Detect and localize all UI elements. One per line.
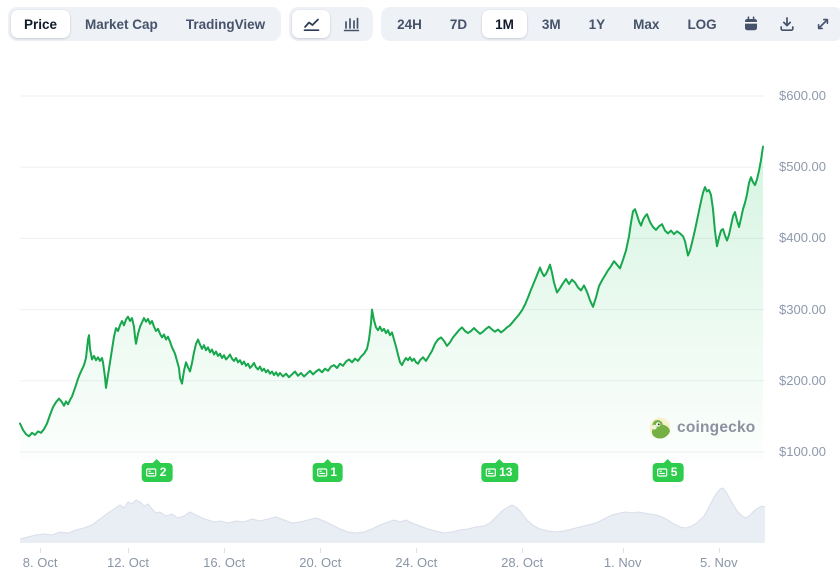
range-max[interactable]: Max xyxy=(620,10,672,38)
price-line xyxy=(19,145,764,438)
badge-pointer xyxy=(323,459,332,463)
download-icon xyxy=(780,17,794,32)
badge-pointer xyxy=(495,459,504,463)
candlestick-chart-icon-button[interactable] xyxy=(332,10,370,38)
volume-mini-chart[interactable] xyxy=(20,485,765,545)
range-3m[interactable]: 3M xyxy=(529,10,574,38)
y-axis-label: $200.00 xyxy=(779,372,826,388)
range-1m[interactable]: 1M xyxy=(482,10,527,38)
x-axis-label: 16. Oct xyxy=(203,555,246,570)
x-axis-label: 5. Nov xyxy=(700,555,738,570)
event-badge[interactable]: 2 xyxy=(141,459,173,482)
x-axis-tick xyxy=(522,548,524,553)
x-axis-tick xyxy=(128,548,130,553)
log-scale-toggle[interactable]: LOG xyxy=(674,10,729,38)
chart-type-toggle xyxy=(289,7,374,41)
time-range-selector: 24H 7D 1M 3M 1Y Max LOG xyxy=(381,7,840,41)
x-axis-tick xyxy=(320,548,322,553)
event-count: 13 xyxy=(499,465,513,479)
price-area-fill xyxy=(20,146,763,460)
x-axis-label: 20. Oct xyxy=(299,555,342,570)
badge-pointer xyxy=(664,459,673,463)
x-axis-label: 12. Oct xyxy=(107,555,149,570)
fullscreen-icon xyxy=(817,18,828,30)
event-count: 2 xyxy=(159,465,167,479)
download-button[interactable] xyxy=(770,10,804,38)
y-axis-label: $400.00 xyxy=(779,230,826,246)
event-badge[interactable]: 1 xyxy=(312,459,344,482)
x-axis-tick xyxy=(40,548,42,553)
news-icon xyxy=(146,468,157,477)
range-7d[interactable]: 7D xyxy=(437,10,480,38)
x-axis-label: 28. Oct xyxy=(501,555,544,570)
tab-price[interactable]: Price xyxy=(11,10,71,38)
coingecko-logo-icon xyxy=(649,417,671,439)
y-axis-label: $300.00 xyxy=(779,301,826,317)
price-line-chart[interactable] xyxy=(19,60,765,465)
calendar-icon xyxy=(744,16,757,31)
news-icon xyxy=(316,468,327,477)
y-axis-label: $600.00 xyxy=(779,88,826,103)
tab-market-cap[interactable]: Market Cap xyxy=(72,10,171,38)
event-badge[interactable]: 5 xyxy=(652,459,684,482)
metric-tabs: Price Market Cap TradingView xyxy=(8,7,282,41)
x-axis-label: 1. Nov xyxy=(603,555,642,570)
fullscreen-button[interactable] xyxy=(806,10,840,38)
x-axis-tick xyxy=(416,548,418,553)
volume-edge xyxy=(20,487,765,540)
news-icon xyxy=(657,468,668,477)
event-count: 1 xyxy=(330,465,338,479)
coingecko-watermark-text: coingecko xyxy=(677,419,756,436)
x-axis-label: 24. Oct xyxy=(395,555,438,570)
volume-area xyxy=(20,488,765,543)
y-axis-label: $500.00 xyxy=(779,159,826,175)
range-1y[interactable]: 1Y xyxy=(576,10,619,38)
calendar-button[interactable] xyxy=(734,10,768,38)
news-icon xyxy=(485,468,496,477)
x-axis-label: 8. Oct xyxy=(22,555,58,570)
badge-pointer xyxy=(153,459,162,463)
chart-region: $600.00 $500.00 $400.00 $300.00 $200.00 $100.… xyxy=(0,41,840,577)
x-axis-tick xyxy=(622,548,624,553)
y-axis-label: $100.00 xyxy=(779,444,826,459)
line-chart-icon-button[interactable] xyxy=(292,10,331,38)
x-axis-tick xyxy=(718,548,720,553)
range-24h[interactable]: 24H xyxy=(384,10,435,38)
line-chart-icon xyxy=(303,18,319,31)
event-badge[interactable]: 13 xyxy=(481,459,519,482)
coingecko-watermark: coingecko xyxy=(649,417,755,439)
chart-toolbar: Price Market Cap TradingView xyxy=(8,7,840,41)
x-axis-tick xyxy=(224,548,226,553)
tab-tradingview[interactable]: TradingView xyxy=(173,10,278,38)
event-count: 5 xyxy=(670,465,678,479)
candlestick-chart-icon xyxy=(343,17,359,31)
